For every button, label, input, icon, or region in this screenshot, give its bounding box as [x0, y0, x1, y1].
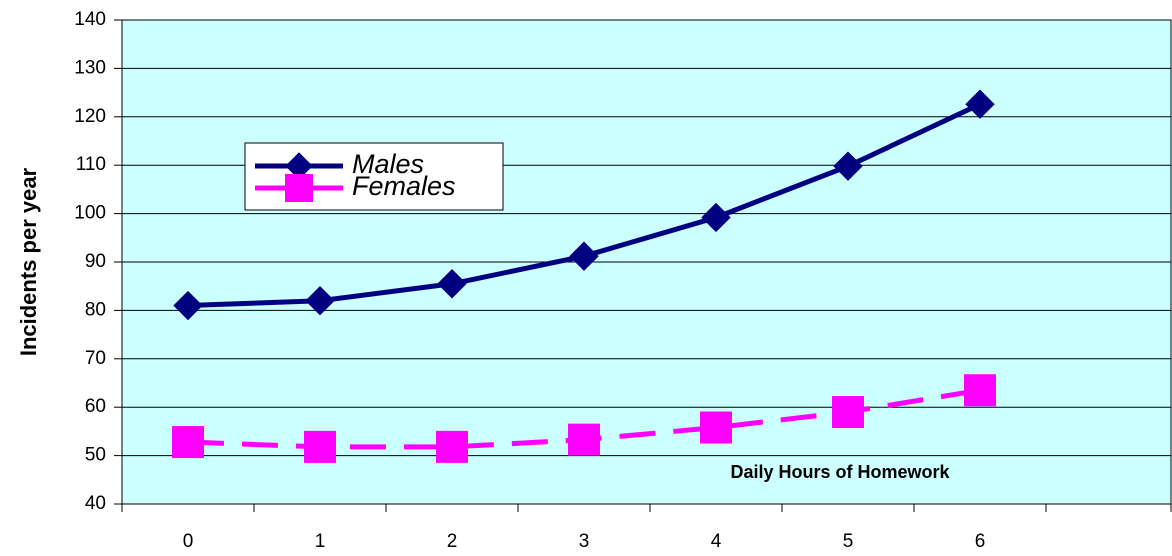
x-tick-label: 4 [711, 531, 722, 552]
data-point [568, 423, 600, 456]
y-axis-label: Incidents per year [16, 167, 41, 356]
x-tick-label: 3 [579, 531, 590, 552]
data-point [964, 374, 996, 407]
y-tick-label: 90 [85, 251, 106, 272]
y-tick-label: 80 [85, 299, 106, 320]
data-point [173, 290, 203, 321]
x-tick-label: 5 [843, 531, 854, 552]
data-point [833, 151, 863, 181]
data-point [436, 430, 468, 463]
data-point [305, 286, 335, 316]
data-point [832, 396, 864, 429]
x-axis-label: Daily Hours of Homework [730, 462, 950, 482]
data-point [569, 241, 599, 271]
x-tick-label: 6 [975, 531, 986, 552]
y-tick-label: 50 [85, 445, 106, 466]
x-tick-label: 2 [447, 531, 458, 552]
legend-marker [285, 174, 313, 202]
legend-label: Females [352, 171, 456, 201]
x-tick-label: 0 [183, 531, 194, 552]
y-tick-label: 70 [85, 348, 106, 369]
y-tick-label: 130 [74, 57, 106, 78]
y-tick-label: 40 [85, 493, 106, 514]
data-point [437, 269, 467, 299]
data-point [701, 202, 731, 233]
y-tick-label: 100 [74, 203, 106, 224]
data-point [304, 430, 336, 463]
data-point [700, 411, 732, 444]
y-tick-label: 110 [76, 154, 106, 175]
data-point [172, 426, 204, 459]
legend-label: Males [352, 149, 424, 179]
y-tick-label: 140 [74, 9, 106, 30]
x-tick-label: 1 [315, 531, 326, 552]
y-tick-label: 120 [74, 106, 106, 127]
y-tick-label: 60 [85, 396, 106, 417]
data-point [965, 89, 995, 119]
